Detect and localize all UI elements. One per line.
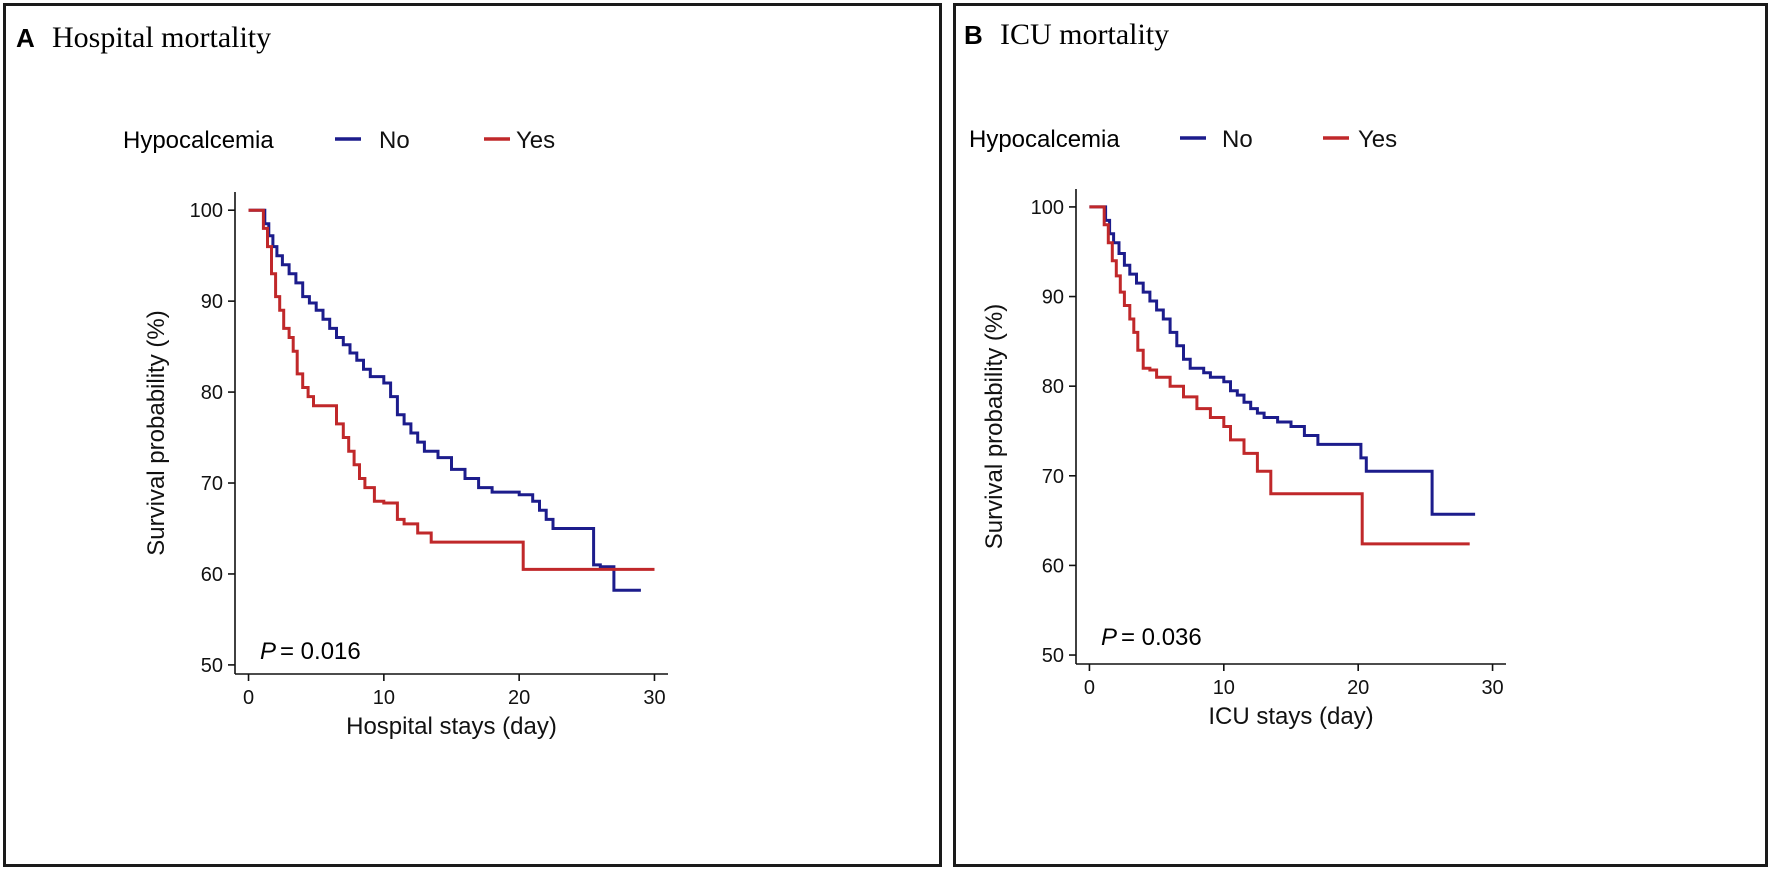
x-axis-label: Hospital stays (day) — [346, 713, 557, 740]
survival-curve-yes — [248, 208, 655, 571]
legend: No Yes — [1180, 126, 1397, 153]
p-value: = 0.036 — [1121, 624, 1202, 651]
panel-letter: B — [964, 20, 983, 50]
panel-a: A Hospital mortality Hypocalcemia P = 0.… — [3, 3, 942, 867]
p-value-annotation: P = 0.016 — [260, 638, 361, 665]
x-tick-label: 20 — [508, 687, 530, 709]
panel-letter: A — [16, 23, 35, 53]
plot-area — [248, 208, 655, 592]
p-label: P — [1101, 624, 1117, 651]
x-tick-label: 30 — [643, 687, 665, 709]
p-value-annotation: P = 0.036 — [1101, 624, 1202, 651]
survival-curve-no — [248, 208, 641, 592]
legend-label-yes: Yes — [1358, 126, 1397, 153]
legend-label-yes: Yes — [516, 127, 555, 154]
y-axis-label: Survival probability (%) — [143, 310, 170, 555]
x-tick-label: 10 — [1213, 677, 1235, 699]
legend-title: Hypocalcemia — [123, 127, 274, 154]
legend-label-no: No — [1222, 126, 1253, 153]
p-value: = 0.016 — [280, 638, 361, 665]
x-tick-label: 0 — [1084, 677, 1095, 699]
x-tick-label: 0 — [243, 687, 254, 709]
y-tick-label: 90 — [1042, 287, 1064, 309]
chart-a: A Hospital mortality Hypocalcemia P = 0.… — [16, 21, 668, 740]
y-tick-label: 80 — [1042, 376, 1064, 398]
x-axis-label: ICU stays (day) — [1208, 703, 1373, 730]
y-tick-label: 50 — [201, 655, 223, 677]
panel-title: ICU mortality — [1000, 18, 1169, 51]
panel-b: B ICU mortality Hypocalcemia P = 0.036 5… — [953, 3, 1768, 867]
panel-title: Hospital mortality — [52, 21, 271, 54]
x-tick-label: 30 — [1481, 677, 1503, 699]
y-tick-label: 70 — [201, 473, 223, 495]
y-axis-label: Survival probability (%) — [981, 304, 1008, 549]
legend-label-no: No — [379, 127, 410, 154]
y-tick-label: 100 — [1031, 197, 1064, 219]
y-tick-label: 70 — [1042, 466, 1064, 488]
y-tick-label: 90 — [201, 291, 223, 313]
y-tick-label: 50 — [1042, 645, 1064, 667]
y-tick-label: 60 — [1042, 555, 1064, 577]
chart-b: B ICU mortality Hypocalcemia P = 0.036 5… — [964, 18, 1506, 730]
x-tick-label: 20 — [1347, 677, 1369, 699]
legend: No Yes — [335, 127, 555, 154]
y-tick-label: 100 — [190, 200, 223, 222]
survival-curve-yes — [1089, 205, 1470, 546]
axes: 50 60 70 80 90 100 0 10 20 30 ICU stays (day) Survi… — [981, 189, 1506, 730]
y-tick-label: 60 — [201, 564, 223, 586]
x-tick-label: 10 — [373, 687, 395, 709]
legend-title: Hypocalcemia — [969, 126, 1120, 153]
p-label: P — [260, 638, 276, 665]
y-tick-label: 80 — [201, 382, 223, 404]
axes: 50 60 70 80 90 100 0 10 20 30 Hospital stays (day)… — [143, 192, 668, 740]
plot-area — [1089, 205, 1476, 546]
survival-curve-no — [1089, 205, 1476, 516]
